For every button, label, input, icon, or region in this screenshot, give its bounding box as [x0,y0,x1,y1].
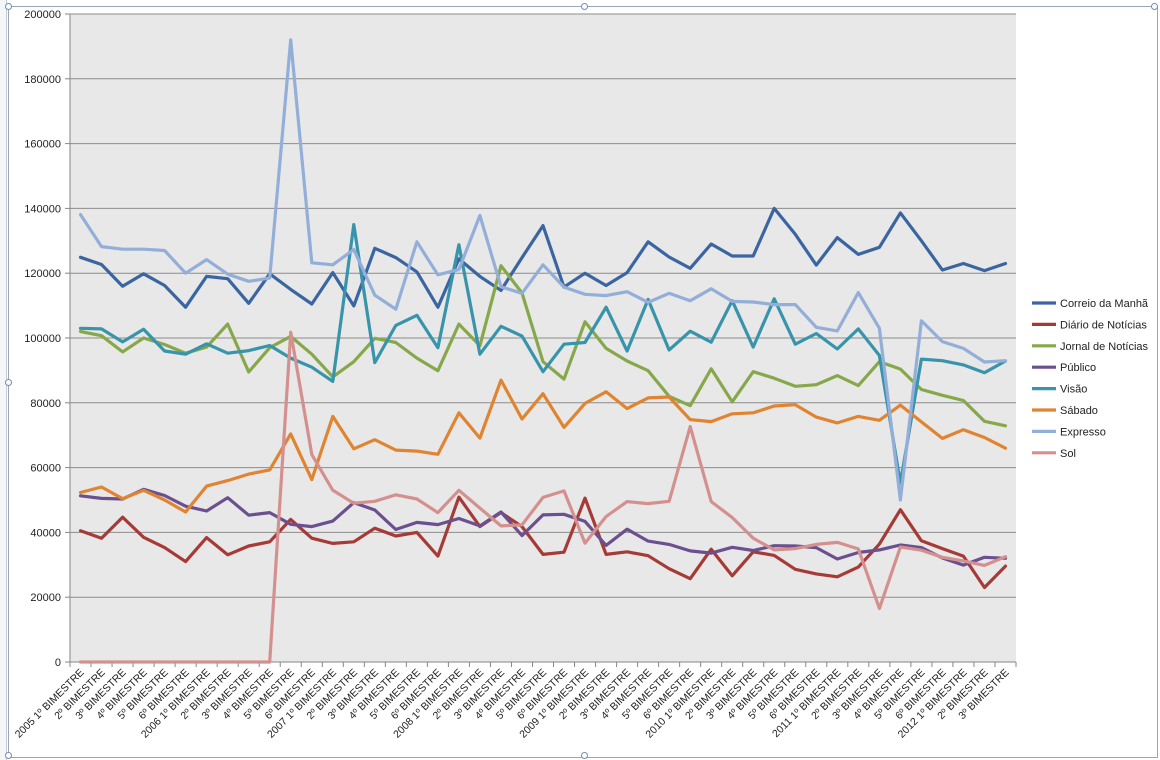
resize-handle-top[interactable] [581,3,588,10]
legend-label: Sol [1060,448,1076,460]
series-lines [78,38,1008,664]
series-line [78,206,1008,309]
series-line [78,378,1008,514]
legend-label: Sábado [1060,405,1098,417]
y-tick-label: 40000 [30,527,61,539]
y-tick-label: 200000 [24,9,61,21]
y-tick-label: 20000 [30,592,61,604]
legend-label: Expresso [1060,426,1106,438]
y-tick-label: 60000 [30,463,61,475]
y-tick-label: 140000 [24,203,61,215]
resize-handle-bottom-left[interactable] [5,752,12,759]
y-tick-label: 160000 [24,139,61,151]
legend-label: Diário de Notícias [1060,319,1147,331]
legend-label: Jornal de Notícias [1060,341,1149,353]
series-line [78,330,1008,664]
series-line [78,487,1008,567]
resize-handle-top-right[interactable] [1151,3,1158,10]
resize-handle-bottom[interactable] [581,752,588,759]
y-tick-label: 120000 [24,268,61,280]
legend-label: Público [1060,362,1096,374]
series-line [78,223,1008,485]
resize-handle-top-left[interactable] [5,3,12,10]
y-tick-label: 80000 [30,398,61,410]
series-line [78,495,1008,590]
series-line [78,264,1008,428]
resize-handle-left[interactable] [5,379,12,386]
legend-label: Correio da Manhã [1060,298,1149,310]
y-tick-label: 100000 [24,333,61,345]
y-tick-label: 180000 [24,74,61,86]
y-tick-label: 0 [55,657,61,669]
y-axis: 0 20000 40000 60000 80000 100000 120000 140000 1… [24,9,71,669]
legend: Correio da Manhã Diário de Notícias Jornal… [1032,298,1149,460]
series-line [78,38,1008,502]
legend-label: Visão [1060,384,1087,396]
